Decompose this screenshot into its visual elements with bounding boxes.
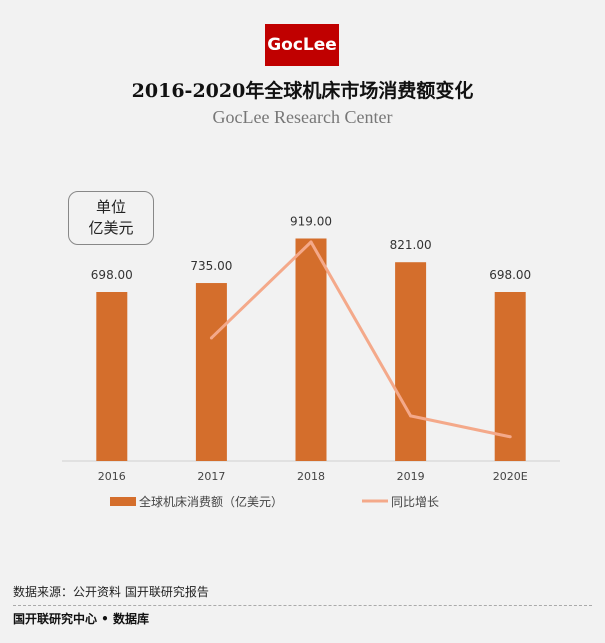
- bar-series: [96, 238, 526, 461]
- bar-label-2018: 919.00: [290, 214, 332, 228]
- bar-2017: [195, 283, 227, 461]
- unit-line-1: 单位: [95, 198, 126, 216]
- x-tick-2018: 2018: [297, 470, 325, 483]
- chart-subtitle: GocLee Research Center: [212, 107, 393, 127]
- legend-label-line: 同比增长: [391, 495, 439, 509]
- footer-divider: [13, 605, 592, 606]
- legend-label-bar: 全球机床消费额（亿美元）: [139, 494, 283, 509]
- growth-point-2019: [409, 414, 413, 418]
- growth-point-2020E: [508, 435, 512, 439]
- bar-label-2020E: 698.00: [489, 268, 531, 282]
- x-tick-labels: 2016 2017 2018 2019 2020E: [98, 470, 528, 483]
- unit-label-box: 单位 亿美元: [68, 191, 154, 245]
- data-source: 数据来源：公开资料 国开联研究报告: [13, 585, 209, 599]
- bar-2020E: [494, 292, 526, 461]
- growth-line: [210, 240, 511, 439]
- x-tick-2016: 2016: [98, 470, 126, 483]
- x-tick-2020E: 2020E: [493, 470, 528, 483]
- x-tick-2017: 2017: [197, 470, 225, 483]
- logo-text: GocLee: [267, 35, 337, 55]
- x-tick-2019: 2019: [397, 470, 425, 483]
- bar-label-2019: 821.00: [390, 238, 432, 252]
- legend-swatch-bar: [110, 497, 136, 506]
- unit-line-2: 亿美元: [88, 219, 134, 237]
- bar-label-2017: 735.00: [190, 259, 232, 273]
- footer-brand: 国开联研究中心 • 数据库: [13, 612, 150, 626]
- bar-2019: [395, 262, 427, 461]
- bar-2016: [96, 292, 128, 461]
- growth-point-2018: [309, 240, 313, 244]
- bar-data-labels: 698.00 735.00 919.00 821.00 698.00: [91, 214, 531, 282]
- goclee-logo: GocLee: [265, 24, 339, 66]
- legend: 全球机床消费额（亿美元） 同比增长: [110, 494, 439, 509]
- bar-2018: [295, 238, 327, 461]
- bar-label-2016: 698.00: [91, 268, 133, 282]
- growth-point-2017: [209, 336, 213, 340]
- chart-title: 2016-2020年全球机床市场消费额变化: [131, 80, 474, 102]
- growth-line-series: [209, 240, 512, 439]
